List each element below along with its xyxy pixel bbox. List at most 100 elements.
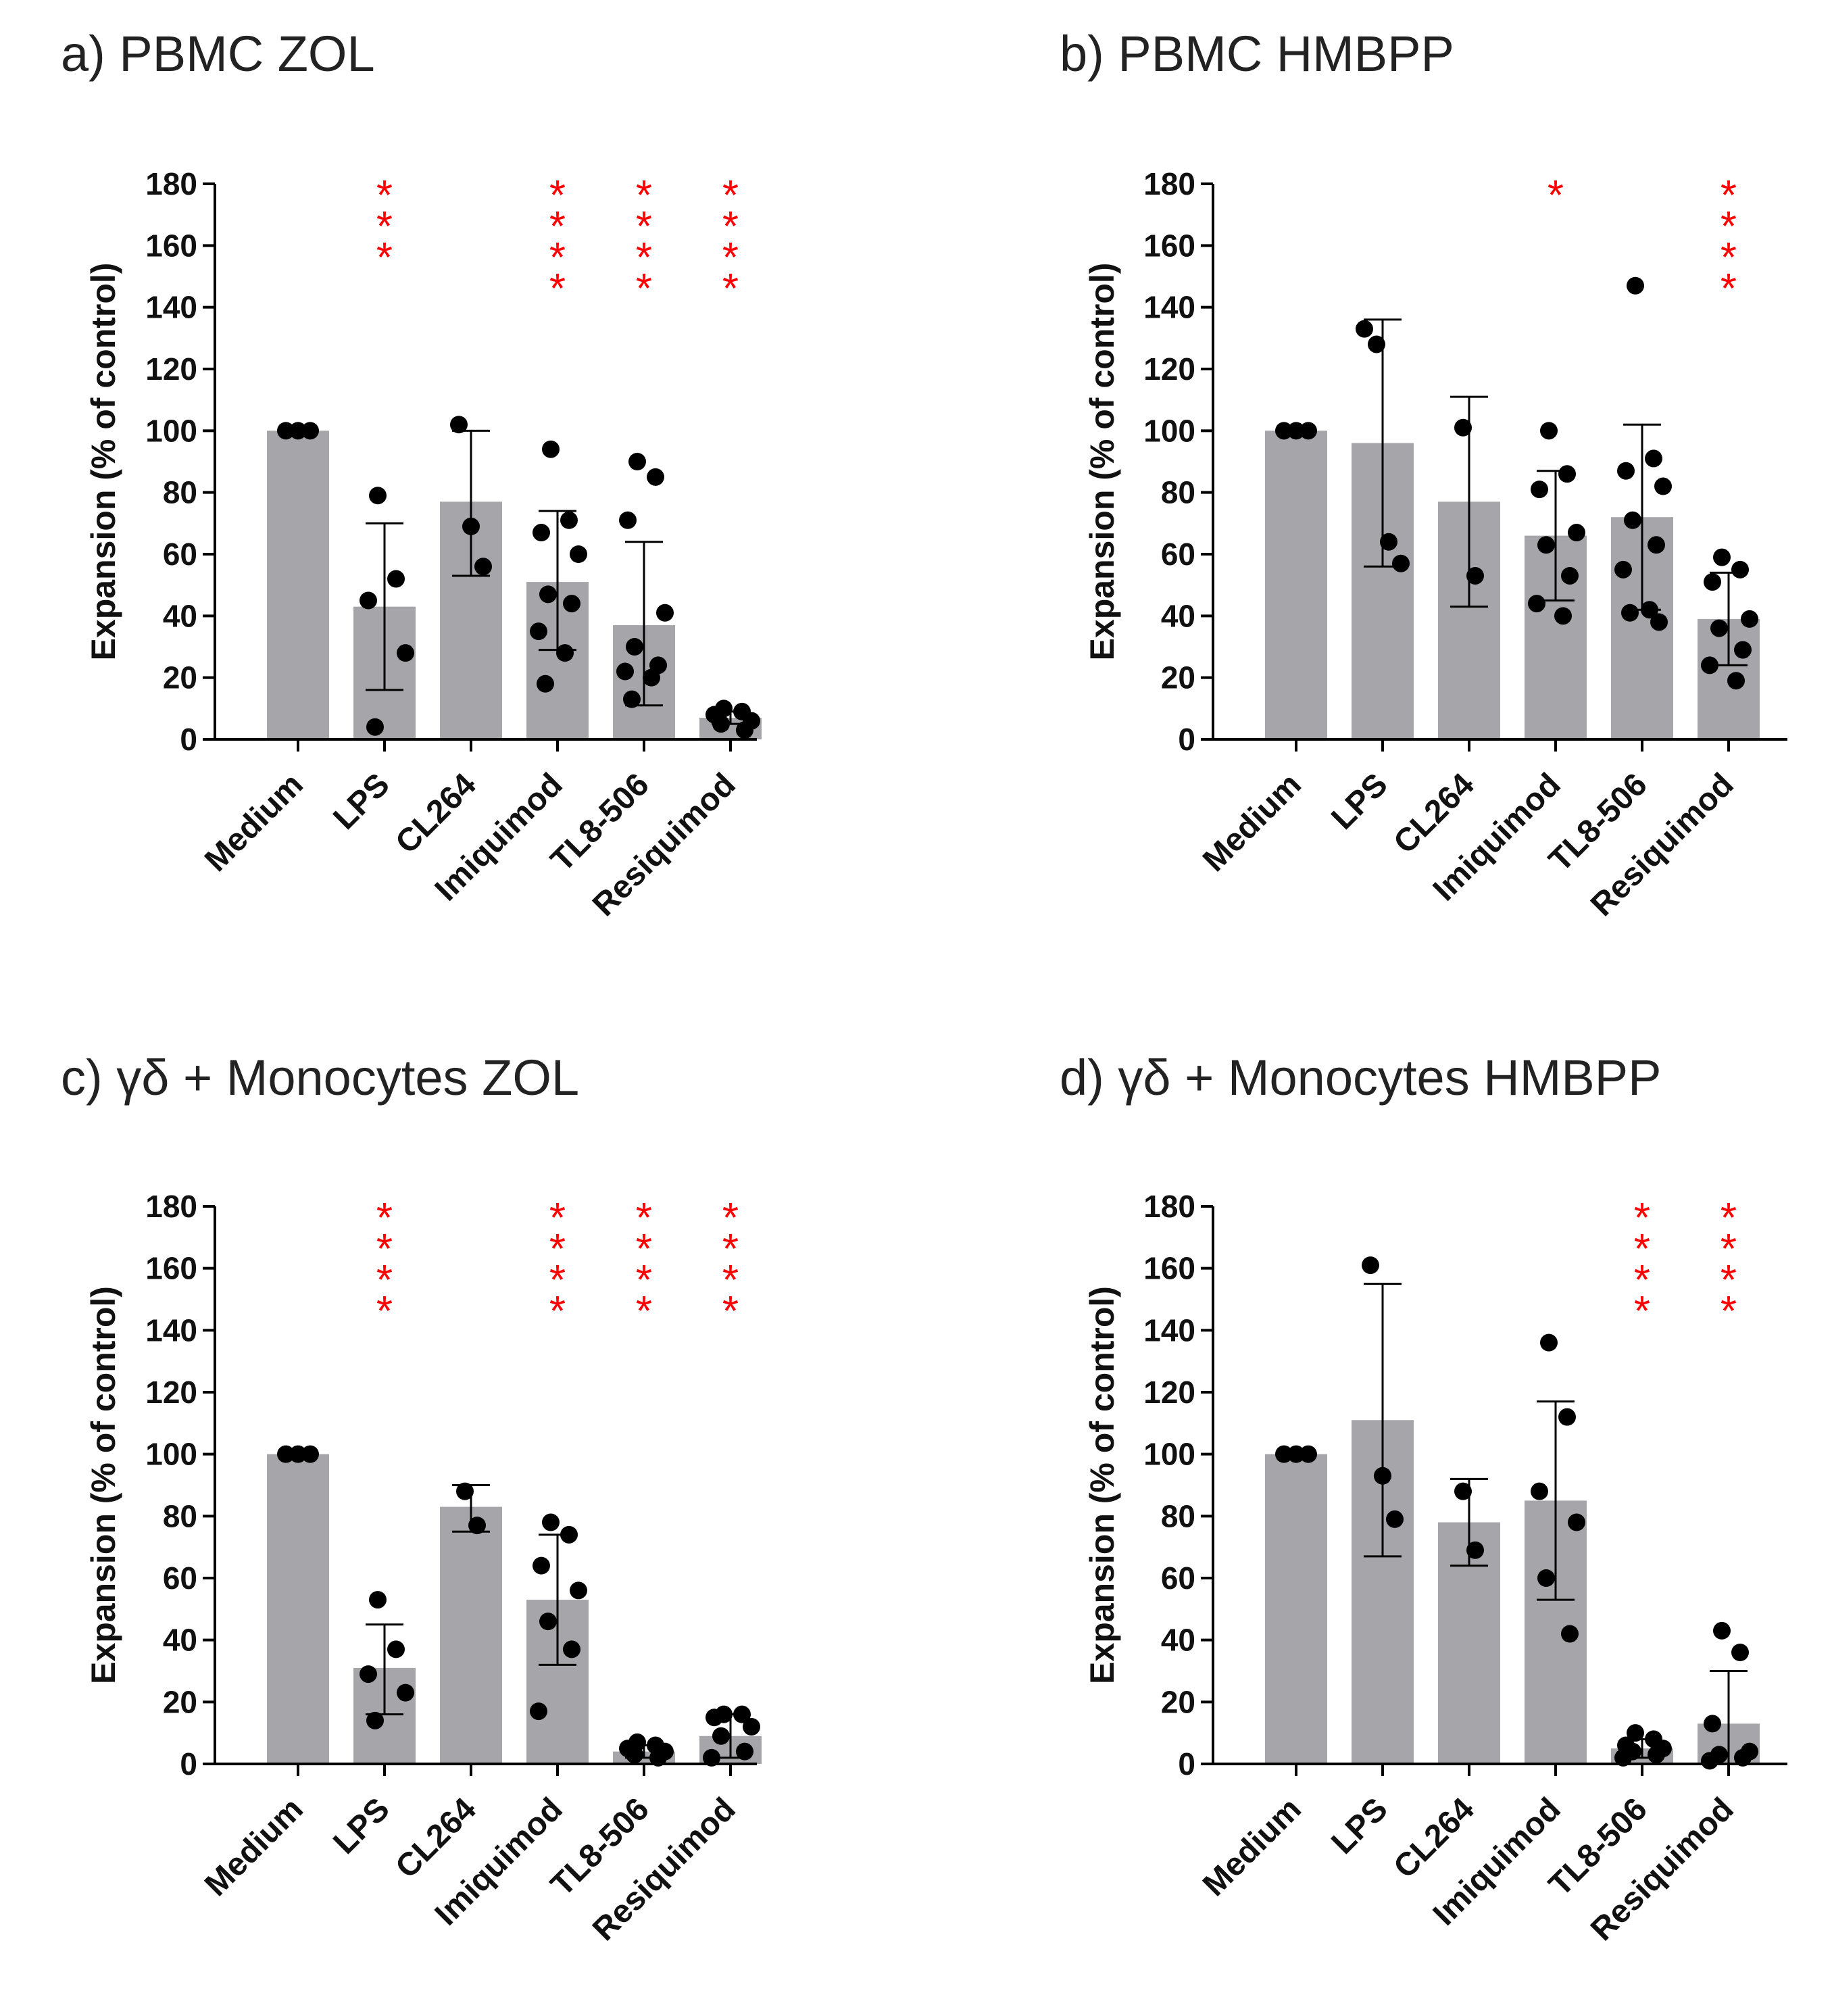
data-point xyxy=(468,1517,486,1535)
y-tick-label: 0 xyxy=(180,722,197,757)
data-point xyxy=(530,1702,547,1721)
data-point xyxy=(570,1581,587,1600)
data-point xyxy=(705,1708,723,1727)
data-point xyxy=(533,524,550,542)
data-point xyxy=(387,1640,405,1658)
significance-star: * xyxy=(549,1226,566,1273)
significance-star: * xyxy=(376,172,393,219)
data-point xyxy=(1287,422,1305,440)
data-point xyxy=(1540,422,1558,440)
data-point xyxy=(1561,566,1579,585)
data-point xyxy=(1624,511,1641,529)
data-point xyxy=(1554,607,1572,625)
significance-star: * xyxy=(722,172,739,219)
y-tick-label: 80 xyxy=(163,1498,197,1533)
bar-medium xyxy=(1265,431,1327,739)
data-point xyxy=(289,422,307,440)
y-tick-label: 160 xyxy=(145,1251,197,1286)
x-category-label: LPS xyxy=(1325,766,1394,836)
data-point xyxy=(1645,449,1662,468)
data-point xyxy=(1568,1513,1585,1531)
data-point xyxy=(1392,554,1410,572)
data-point xyxy=(387,570,405,588)
data-point xyxy=(1731,560,1749,579)
data-point xyxy=(1713,1621,1731,1640)
data-point xyxy=(628,453,646,470)
significance-star: * xyxy=(1720,1226,1737,1273)
data-point xyxy=(1734,1748,1752,1767)
significance-star: * xyxy=(636,1288,652,1335)
data-point xyxy=(462,517,480,535)
significance-marker: **** xyxy=(1720,172,1737,312)
data-point xyxy=(1531,481,1548,499)
data-point xyxy=(570,545,587,563)
data-point xyxy=(1641,601,1658,619)
y-tick-label: 120 xyxy=(1143,351,1195,387)
data-point xyxy=(397,644,414,662)
significance-star: * xyxy=(1720,1257,1737,1304)
y-tick-label: 60 xyxy=(163,1560,197,1596)
panel-b: b) PBMC HMBPP Expansion (% of control) 0 20… xyxy=(1060,26,1787,923)
data-point xyxy=(1386,1510,1404,1528)
data-point xyxy=(1568,524,1585,542)
data-point xyxy=(1356,320,1373,338)
data-point xyxy=(537,674,554,693)
data-point xyxy=(560,511,578,529)
data-point xyxy=(1275,1445,1293,1463)
panel-d: d) γδ + Monocytes HMBPP Expansion (% of c… xyxy=(1060,1050,1787,1948)
data-point xyxy=(542,1513,560,1531)
significance-star: * xyxy=(549,172,566,219)
significance-star: * xyxy=(1720,203,1737,250)
y-tick-label: 140 xyxy=(1143,1312,1195,1348)
significance-marker: **** xyxy=(1634,1195,1650,1335)
y-tick-label: 100 xyxy=(1143,413,1195,448)
bar-medium xyxy=(267,431,329,739)
significance-star: * xyxy=(636,1257,652,1304)
significance-star: * xyxy=(376,203,393,250)
significance-star: * xyxy=(722,266,739,312)
significance-star: * xyxy=(722,203,739,250)
data-point xyxy=(1466,1541,1484,1559)
data-point xyxy=(1287,1445,1305,1463)
data-point xyxy=(1731,1644,1749,1661)
y-tick-label: 100 xyxy=(145,1437,197,1472)
data-point xyxy=(626,1746,643,1764)
significance-star: * xyxy=(1634,1195,1650,1241)
data-point xyxy=(1617,462,1635,480)
y-tick-label: 20 xyxy=(1161,660,1195,695)
significance-star: * xyxy=(549,266,566,312)
data-point xyxy=(1362,1256,1379,1275)
data-point xyxy=(563,595,580,613)
panel-c: c) γδ + Monocytes ZOL Expansion (% of con… xyxy=(61,1050,762,1948)
y-tick-label: 40 xyxy=(163,598,197,633)
data-point xyxy=(1558,1408,1576,1426)
y-tick-label: 0 xyxy=(180,1746,197,1781)
significance-star: * xyxy=(636,1195,652,1241)
x-category-label: Medium xyxy=(1196,1791,1308,1903)
data-point xyxy=(623,690,641,708)
data-point xyxy=(1531,1482,1548,1500)
data-point xyxy=(1380,533,1397,551)
bar-medium xyxy=(267,1454,329,1764)
data-point xyxy=(1299,422,1317,440)
data-point xyxy=(643,668,660,687)
data-point xyxy=(1537,536,1555,554)
data-point xyxy=(301,422,319,440)
panel-title: a) PBMC ZOL xyxy=(61,26,375,82)
y-tick-label: 80 xyxy=(1161,475,1195,510)
significance-star: * xyxy=(636,1226,652,1273)
data-point xyxy=(1454,1482,1472,1500)
significance-star: * xyxy=(636,235,652,281)
data-point xyxy=(366,718,384,736)
error-bar xyxy=(366,522,403,691)
y-tick-label: 120 xyxy=(145,1375,197,1410)
data-point xyxy=(277,422,295,440)
data-point xyxy=(1299,1445,1317,1463)
data-point xyxy=(456,1482,474,1500)
significance-marker: * xyxy=(1548,172,1564,219)
data-point xyxy=(656,604,674,622)
data-point xyxy=(360,591,377,610)
data-point xyxy=(1537,1569,1555,1587)
data-point xyxy=(1734,641,1752,659)
